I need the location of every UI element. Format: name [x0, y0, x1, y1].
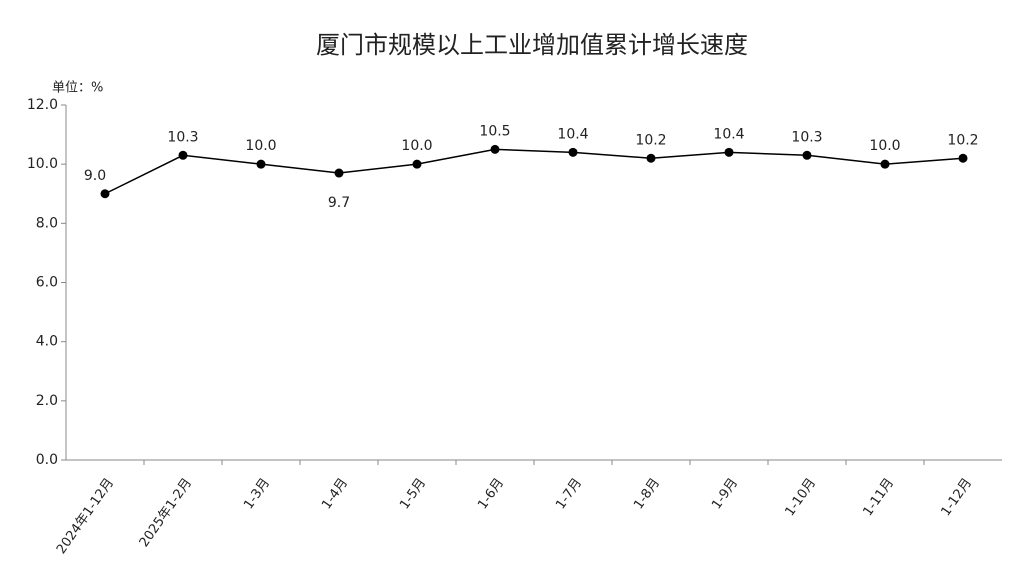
value-label: 10.4 — [713, 126, 744, 142]
value-label: 10.2 — [635, 132, 666, 148]
point — [880, 159, 890, 169]
value-label: 9.0 — [84, 168, 106, 184]
point — [490, 144, 500, 154]
x-tick-label: 1-9月 — [709, 476, 741, 513]
x-tick-label: 1-8月 — [631, 476, 663, 513]
value-label: 10.0 — [401, 138, 432, 154]
value-label: 10.0 — [245, 138, 276, 154]
value-label: 10.3 — [167, 129, 198, 145]
point — [724, 147, 734, 157]
point — [646, 153, 656, 163]
x-tick-label: 1-7月 — [553, 476, 585, 513]
x-tick-label: 1-6月 — [475, 476, 507, 513]
x-tick-label: 1-4月 — [319, 476, 351, 513]
y-tick-label: 10.0 — [27, 156, 58, 172]
x-tick-label: 2024年1-12月 — [54, 476, 117, 557]
x-tick-label: 2025年1-2月 — [137, 476, 195, 550]
value-label: 10.5 — [479, 123, 510, 139]
point — [178, 150, 188, 160]
point — [412, 159, 422, 169]
unit-label: 单位：% — [52, 81, 103, 96]
x-tick-label: 1-3月 — [241, 476, 273, 513]
value-label: 10.2 — [947, 132, 978, 148]
point — [100, 189, 110, 199]
y-tick-label: 4.0 — [36, 334, 58, 350]
value-label: 9.7 — [328, 195, 350, 211]
point — [802, 150, 812, 160]
y-tick-label: 0.0 — [36, 452, 58, 468]
line — [104, 148, 964, 195]
x-tick-label: 1-10月 — [782, 476, 819, 519]
value-label: 10.3 — [791, 129, 822, 145]
point — [256, 159, 266, 169]
x-tick-label: 1-12月 — [938, 476, 975, 519]
y-tick-label: 8.0 — [36, 215, 58, 231]
y-tick-label: 6.0 — [36, 275, 58, 291]
chart-title: 厦门市规模以上工业增加值累计增长速度 — [316, 31, 748, 59]
value-label: 10.4 — [557, 126, 588, 142]
y-tick-label: 2.0 — [36, 393, 58, 409]
x-tick-label: 1-5月 — [397, 476, 429, 513]
point — [568, 147, 578, 157]
point — [958, 153, 968, 163]
x-tick-label: 1-11月 — [860, 476, 897, 519]
point — [334, 168, 344, 178]
y-tick-label: 12.0 — [27, 97, 58, 113]
value-label: 10.0 — [869, 138, 900, 154]
